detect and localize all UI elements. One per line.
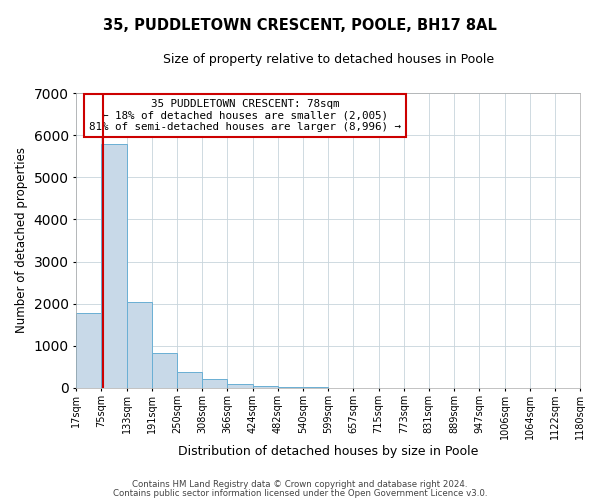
X-axis label: Distribution of detached houses by size in Poole: Distribution of detached houses by size …	[178, 444, 478, 458]
Bar	[227, 384, 253, 388]
Text: Contains public sector information licensed under the Open Government Licence v3: Contains public sector information licen…	[113, 488, 487, 498]
Bar	[202, 378, 227, 388]
Title: Size of property relative to detached houses in Poole: Size of property relative to detached ho…	[163, 52, 494, 66]
Bar	[101, 144, 127, 388]
Bar	[152, 354, 177, 388]
Bar	[253, 386, 278, 388]
Y-axis label: Number of detached properties: Number of detached properties	[15, 148, 28, 334]
Bar	[76, 313, 101, 388]
Bar	[278, 386, 303, 388]
Text: 35 PUDDLETOWN CRESCENT: 78sqm
← 18% of detached houses are smaller (2,005)
81% o: 35 PUDDLETOWN CRESCENT: 78sqm ← 18% of d…	[89, 99, 401, 132]
Text: Contains HM Land Registry data © Crown copyright and database right 2024.: Contains HM Land Registry data © Crown c…	[132, 480, 468, 489]
Bar	[127, 302, 152, 388]
Text: 35, PUDDLETOWN CRESCENT, POOLE, BH17 8AL: 35, PUDDLETOWN CRESCENT, POOLE, BH17 8AL	[103, 18, 497, 32]
Bar	[177, 372, 202, 388]
